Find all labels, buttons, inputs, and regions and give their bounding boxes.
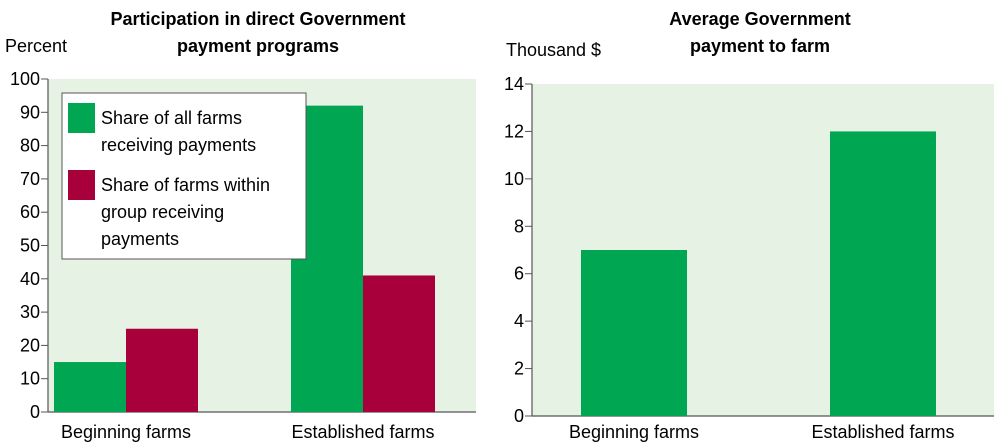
legend-label-share-within-group-line2: group receiving [101, 202, 224, 222]
chart1-ylabel: Thousand $ [506, 40, 601, 60]
chart1-category-established-farms: Established farms [811, 422, 954, 442]
legend-label-share-within-group-line1: Share of farms within [101, 175, 270, 195]
chart0-tick-label-40: 40 [20, 269, 40, 289]
legend-label-share-all-farms-line1: Share of all farms [101, 108, 242, 128]
chart1-bar-beginning-farms-series0 [581, 250, 687, 416]
chart0-tick-label-50: 50 [20, 236, 40, 256]
chart1-tick-label-6: 6 [514, 264, 524, 284]
chart0-tick-label-90: 90 [20, 102, 40, 122]
chart1-title-line2: payment to farm [690, 36, 830, 56]
chart0-tick-label-70: 70 [20, 169, 40, 189]
average-payment-chart: Average Government payment to farm Thous… [504, 9, 994, 442]
chart0-title-line2: payment programs [177, 36, 339, 56]
chart0-tick-label-100: 100 [10, 69, 40, 89]
chart0-tick-label-80: 80 [20, 136, 40, 156]
chart1-tick-label-10: 10 [504, 169, 524, 189]
chart1-tick-label-14: 14 [504, 74, 524, 94]
chart1-bar-established-farms-series0 [830, 131, 936, 416]
chart0-tick-label-10: 10 [20, 369, 40, 389]
chart1-tick-label-2: 2 [514, 359, 524, 379]
legend-label-share-within-group-line3: payments [101, 229, 179, 249]
chart1-tick-label-12: 12 [504, 121, 524, 141]
chart0-ylabel: Percent [5, 36, 67, 56]
chart0-tick-label-20: 20 [20, 335, 40, 355]
chart0-tick-label-60: 60 [20, 202, 40, 222]
chart1-tick-label-8: 8 [514, 216, 524, 236]
legend-swatch-share-within-group [68, 170, 95, 200]
chart1-category-beginning-farms: Beginning farms [569, 422, 699, 442]
chart0-category-established-farms: Established farms [291, 422, 434, 442]
chart0-bar-beginning-farms-series0 [54, 362, 126, 412]
chart1-tick-label-0: 0 [514, 406, 524, 426]
chart0-legend: Share of all farms receiving payments Sh… [61, 92, 307, 260]
chart1-title-line1: Average Government [669, 9, 850, 29]
chart0-tick-label-30: 30 [20, 302, 40, 322]
chart0-category-beginning-farms: Beginning farms [61, 422, 191, 442]
chart0-title-line1: Participation in direct Government [110, 9, 405, 29]
legend-box [61, 92, 307, 260]
legend-label-share-all-farms-line2: receiving payments [101, 135, 256, 155]
chart0-tick-label-0: 0 [30, 402, 40, 422]
chart0-bar-established-farms-series1 [363, 275, 435, 412]
participation-chart: Participation in direct Government payme… [5, 9, 476, 442]
legend-swatch-share-all-farms [68, 103, 95, 133]
chart0-bar-beginning-farms-series1 [126, 328, 198, 412]
chart1-tick-label-4: 4 [514, 311, 524, 331]
